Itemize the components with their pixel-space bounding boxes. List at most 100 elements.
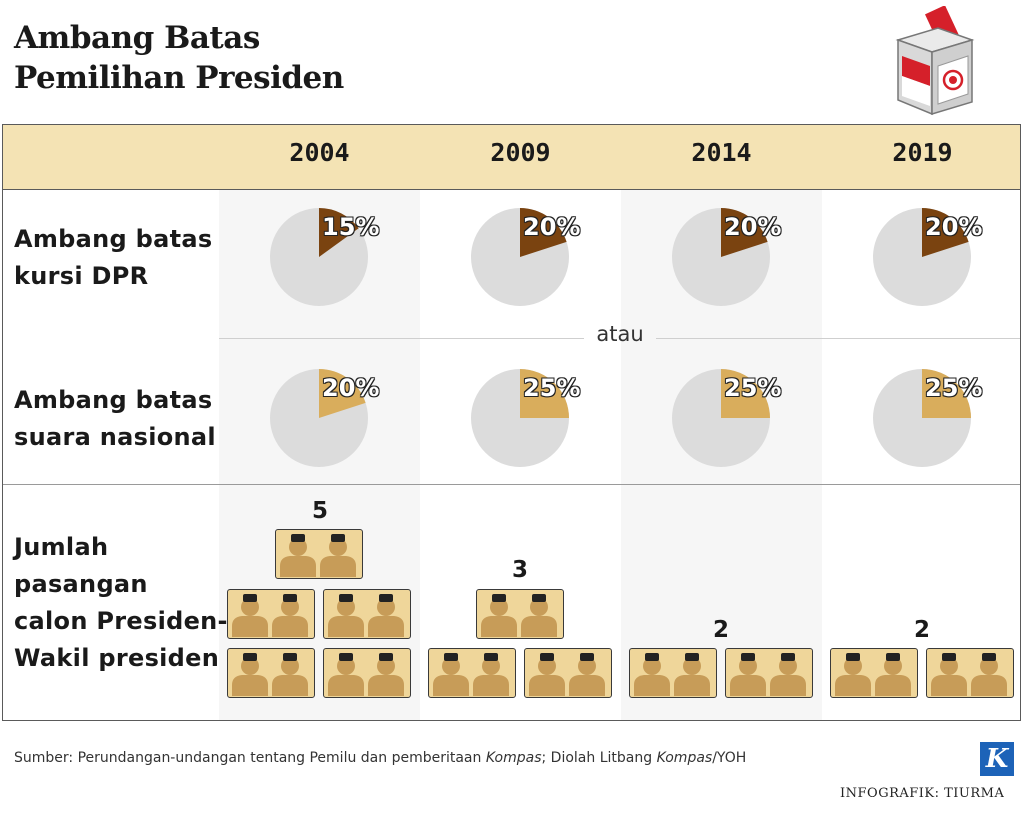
candidate-person-icon xyxy=(931,653,967,696)
candidate-person-icon xyxy=(328,653,364,696)
row-label-dpr: Ambang batas kursi DPR xyxy=(14,221,213,295)
row-divider xyxy=(3,484,1020,485)
pie-slice-dpr-2014 xyxy=(721,208,768,257)
candidate-pair-card xyxy=(476,589,564,639)
candidate-pair-figures xyxy=(931,653,1007,696)
title-line-1: Ambang Batas xyxy=(14,20,260,56)
pie-slice-suara-2009 xyxy=(520,369,569,418)
candidate-pair-figures xyxy=(835,653,911,696)
candidate-person-icon xyxy=(232,594,268,637)
row-label-pairs: Jumlah pasangan calon Presiden- Wakil pr… xyxy=(14,529,228,677)
candidate-person-icon xyxy=(328,594,364,637)
pie-slice-dpr-2009 xyxy=(520,208,567,257)
candidate-pair-figures xyxy=(529,653,605,696)
pie-suara-2009 xyxy=(471,369,569,467)
pie-slice-dpr-2004 xyxy=(319,208,359,257)
candidate-pair-card xyxy=(227,589,315,639)
row-label-pairs-line-3: calon Presiden- xyxy=(14,607,228,635)
candidate-person-icon xyxy=(730,653,766,696)
pie-dpr-2019 xyxy=(873,208,971,306)
pie-suara-2014 xyxy=(672,369,770,467)
year-2019: 2019 xyxy=(892,138,953,167)
source-note: Sumber: Perundangan-undangan tentang Pem… xyxy=(14,750,746,766)
source-prefix: Sumber: Perundangan-undangan tentang Pem… xyxy=(14,750,486,766)
source-kompas-2: Kompas xyxy=(656,750,713,766)
row-label-suara-line-2: suara nasional xyxy=(14,423,216,451)
candidate-pair-card xyxy=(275,529,363,579)
candidate-pair-card xyxy=(323,648,411,698)
row-label-dpr-line-2: kursi DPR xyxy=(14,262,149,290)
candidate-person-icon xyxy=(232,653,268,696)
year-2014: 2014 xyxy=(691,138,752,167)
pie-label-suara-2009: 25% xyxy=(523,374,581,402)
candidate-person-icon xyxy=(521,594,557,637)
row-label-pairs-line-1: Jumlah xyxy=(14,533,109,561)
candidate-person-icon xyxy=(569,653,605,696)
source-mid: ; Diolah Litbang xyxy=(541,750,657,766)
row-label-pairs-line-2: pasangan xyxy=(14,570,148,598)
candidate-pair-figures xyxy=(328,594,404,637)
candidate-pair-card xyxy=(830,648,918,698)
candidate-pair-card xyxy=(725,648,813,698)
candidate-pair-card xyxy=(926,648,1014,698)
year-2009: 2009 xyxy=(490,138,551,167)
year-2004: 2004 xyxy=(289,138,350,167)
page-title: Ambang Batas Pemilihan Presiden xyxy=(14,18,344,98)
pairs-count-2009: 3 xyxy=(511,557,528,583)
row-label-pairs-line-4: Wakil presiden xyxy=(14,644,220,672)
pie-dpr-2009 xyxy=(471,208,569,306)
pairs-count-2004: 5 xyxy=(311,498,328,524)
candidate-pair-figures xyxy=(481,594,557,637)
candidate-person-icon xyxy=(272,653,308,696)
pie-suara-2004 xyxy=(270,369,368,467)
row-label-suara-line-1: Ambang batas xyxy=(14,386,213,414)
candidate-pair-figures xyxy=(232,653,308,696)
candidate-person-icon xyxy=(674,653,710,696)
pie-label-dpr-2009: 20% xyxy=(523,213,581,241)
candidate-person-icon xyxy=(272,594,308,637)
pie-label-dpr-2014: 20% xyxy=(724,213,782,241)
candidate-person-icon xyxy=(835,653,871,696)
title-line-2: Pemilihan Presiden xyxy=(14,60,344,96)
infographic-credit: INFOGRAFIK: TIURMA xyxy=(840,786,1005,801)
candidate-pair-figures xyxy=(634,653,710,696)
candidate-person-icon xyxy=(320,534,356,577)
candidate-person-icon xyxy=(875,653,911,696)
source-suffix: /YOH xyxy=(712,750,747,766)
pie-slice-dpr-2019 xyxy=(922,208,969,257)
atau-label: atau xyxy=(596,322,644,346)
pie-dpr-2004 xyxy=(270,208,368,306)
row-label-suara: Ambang batas suara nasional xyxy=(14,382,216,456)
atau-line-left xyxy=(219,338,584,339)
candidate-pair-figures xyxy=(433,653,509,696)
pie-slice-suara-2004 xyxy=(319,369,366,418)
candidate-pair-figures xyxy=(328,653,404,696)
atau-line-right xyxy=(656,338,1020,339)
pairs-count-2019: 2 xyxy=(913,617,930,643)
candidate-person-icon xyxy=(368,653,404,696)
candidate-pair-figures xyxy=(730,653,806,696)
pie-label-dpr-2019: 20% xyxy=(925,213,983,241)
row-label-dpr-line-1: Ambang batas xyxy=(14,225,213,253)
candidate-person-icon xyxy=(433,653,469,696)
candidate-person-icon xyxy=(971,653,1007,696)
ballot-box-icon xyxy=(895,6,975,116)
pie-suara-2019 xyxy=(873,369,971,467)
candidate-person-icon xyxy=(529,653,565,696)
pie-label-suara-2019: 25% xyxy=(925,374,983,402)
candidate-person-icon xyxy=(770,653,806,696)
candidate-pair-figures xyxy=(280,534,356,577)
pie-dpr-2014 xyxy=(672,208,770,306)
pie-slice-suara-2019 xyxy=(922,369,971,418)
candidate-person-icon xyxy=(280,534,316,577)
table-frame xyxy=(2,124,1021,721)
candidate-pair-card xyxy=(524,648,612,698)
candidate-person-icon xyxy=(368,594,404,637)
candidate-pair-card xyxy=(629,648,717,698)
candidate-person-icon xyxy=(481,594,517,637)
kompas-logo: K xyxy=(980,742,1014,776)
candidate-person-icon xyxy=(634,653,670,696)
pie-slice-suara-2014 xyxy=(721,369,770,418)
header-band xyxy=(3,125,1020,190)
candidate-person-icon xyxy=(473,653,509,696)
